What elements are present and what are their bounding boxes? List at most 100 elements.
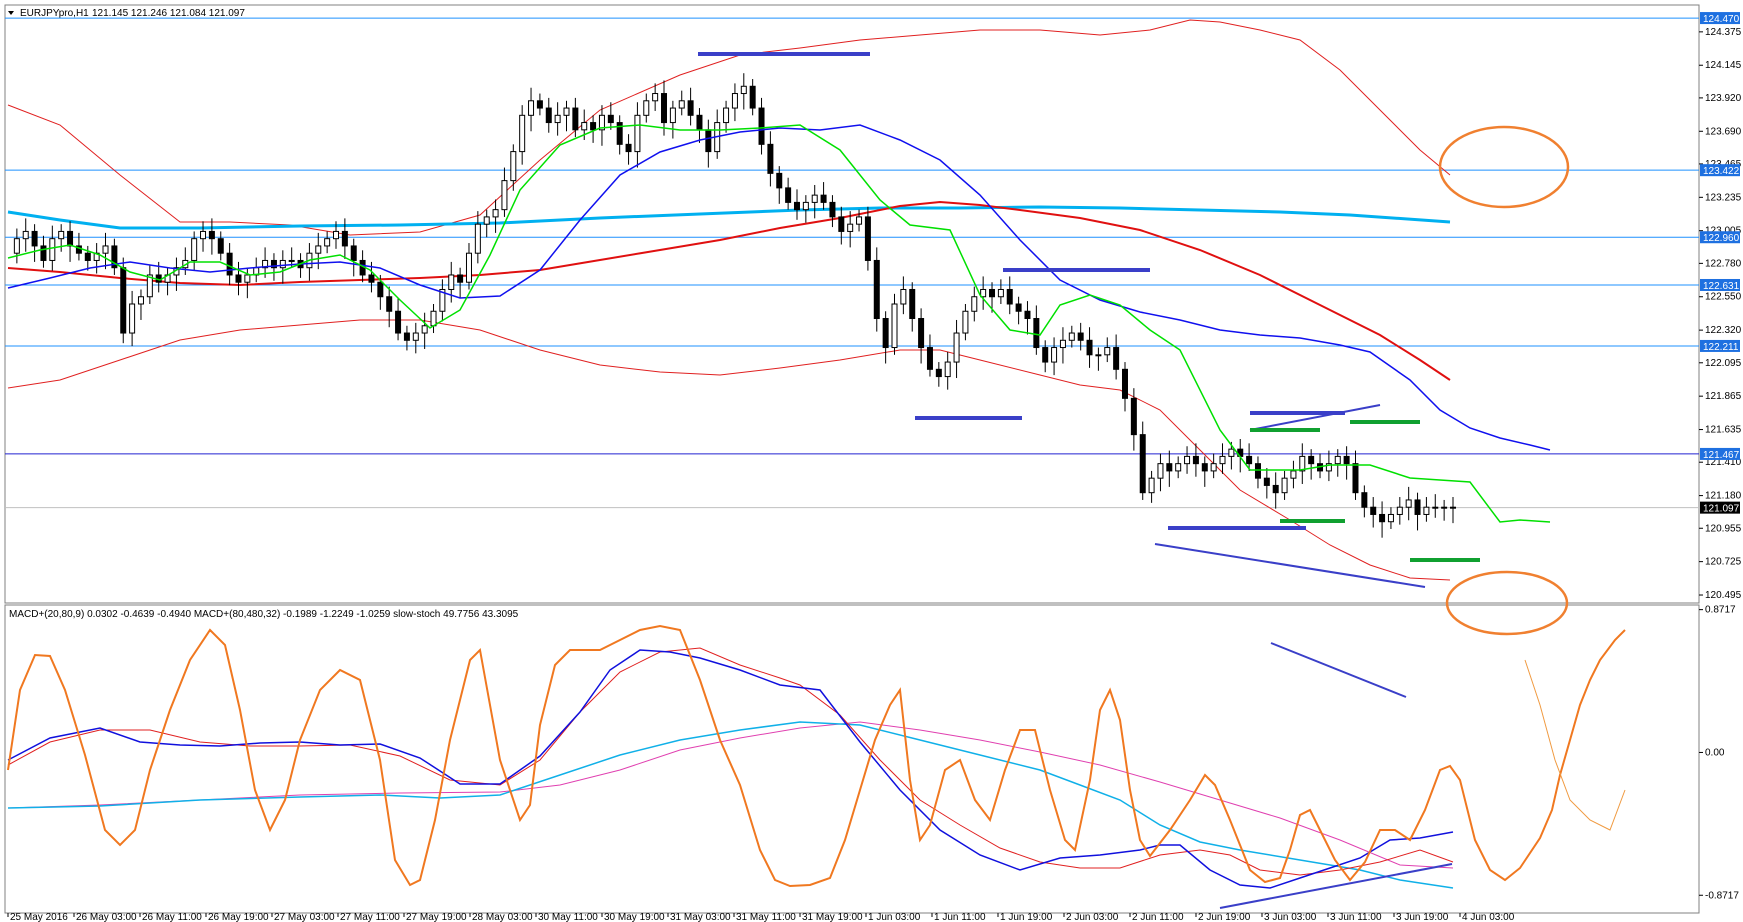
price-tick-label: 120.955 [1705, 523, 1742, 534]
candle [67, 221, 74, 262]
candle [510, 144, 517, 191]
price-tag-label: 124.470 [1703, 14, 1740, 25]
time-tick-label: 27 May 11:00 [340, 912, 400, 922]
time-tick-label: 4 Jun 03:00 [1462, 912, 1515, 922]
indicator-panel[interactable] [4, 604, 1700, 914]
ma-long-line [7, 205, 1451, 230]
candle [129, 290, 136, 347]
candle [1254, 456, 1261, 489]
time-tick-label: 31 May 19:00 [802, 912, 863, 922]
candle [31, 224, 38, 262]
candle [847, 211, 854, 248]
indicator-trend-down [1270, 642, 1407, 698]
candle [1228, 441, 1235, 470]
candle [217, 231, 224, 261]
price-tag-label: 121.467 [1703, 450, 1740, 461]
candle [785, 177, 792, 210]
candle [749, 79, 756, 116]
indicator-axis: 0.8717 0.00 -0.8717 [1699, 605, 1739, 901]
candle [598, 105, 605, 146]
candle [900, 276, 907, 315]
price-tag-box [1700, 278, 1740, 291]
candle [944, 351, 951, 390]
chart-header: EURJPYpro,H1 121.145 121.246 121.084 121… [8, 8, 245, 19]
candle [528, 87, 535, 132]
candle [519, 105, 526, 165]
candle [811, 184, 818, 219]
candle [1370, 497, 1377, 528]
candle [474, 211, 481, 264]
candle [1148, 470, 1155, 503]
price-tick-label: 123.235 [1705, 192, 1742, 203]
candle [1387, 507, 1394, 529]
price-tag-box [1700, 12, 1740, 25]
time-axis: 25 May 2016 26 May 03:00 26 May 11:00 26 Ma… [7, 912, 1515, 922]
price-tick-label: 122.320 [1705, 325, 1742, 336]
trend-line-up [1249, 404, 1381, 431]
candle [926, 334, 933, 377]
time-tick-label: 25 May 2016 [10, 912, 68, 922]
price-tick-label: 121.865 [1705, 391, 1742, 402]
candle [643, 93, 650, 123]
candle [1024, 301, 1031, 335]
candle [1246, 443, 1253, 471]
candle [492, 199, 499, 233]
time-tick-label: 3 Jun 03:00 [1264, 912, 1317, 922]
price-tick-label: 123.690 [1705, 126, 1742, 137]
upper-band [7, 19, 1451, 236]
price-panel[interactable] [4, 4, 1700, 604]
time-tick-label: 26 May 11:00 [142, 912, 202, 922]
candle [882, 311, 889, 364]
horizontal-lines [5, 17, 1699, 509]
candle [1166, 450, 1173, 487]
candle [200, 221, 207, 252]
candle [776, 166, 783, 204]
candle [483, 209, 490, 238]
candle [829, 195, 836, 228]
candle [971, 286, 978, 322]
candle [412, 322, 419, 354]
candle [244, 267, 251, 299]
ma-mid-line [7, 124, 1551, 451]
candle [545, 97, 552, 133]
time-tick-label: 26 May 03:00 [76, 912, 137, 922]
price-tag-box [1700, 501, 1740, 514]
candle [838, 206, 845, 245]
candle [678, 90, 685, 116]
indicator-tick-label: -0.8717 [1705, 890, 1739, 901]
candle [554, 102, 561, 136]
price-tick-label: 121.180 [1705, 491, 1742, 502]
candle [1015, 296, 1022, 325]
candle [793, 189, 800, 220]
candle [767, 131, 774, 187]
trend-line-down [1154, 543, 1426, 588]
candle [208, 218, 215, 255]
price-tick-label: 124.145 [1705, 60, 1742, 71]
dropdown-triangle-icon[interactable] [8, 11, 14, 15]
candle [1042, 340, 1049, 373]
candle [226, 243, 233, 286]
candle [1175, 456, 1182, 479]
candle [1059, 327, 1066, 364]
candle [873, 247, 880, 332]
time-tick-label: 27 May 19:00 [406, 912, 467, 922]
ma-fast-line [7, 124, 1551, 523]
candle [1201, 456, 1208, 487]
candle [457, 267, 464, 299]
candle [1379, 501, 1386, 538]
candle [1077, 322, 1084, 351]
time-tick-label: 1 Jun 19:00 [1000, 912, 1053, 922]
candle [1352, 450, 1359, 500]
candle [84, 245, 91, 271]
candle [1290, 460, 1297, 489]
candle [820, 182, 827, 210]
candle [1450, 497, 1456, 524]
candle [1033, 305, 1040, 355]
candle [1121, 362, 1128, 412]
candle [333, 221, 340, 249]
indicator-tick-label: 0.00 [1705, 747, 1725, 758]
price-tick-label: 122.550 [1705, 292, 1742, 303]
indicator-trend-up [1219, 863, 1453, 909]
price-tick-label: 124.375 [1705, 27, 1742, 38]
